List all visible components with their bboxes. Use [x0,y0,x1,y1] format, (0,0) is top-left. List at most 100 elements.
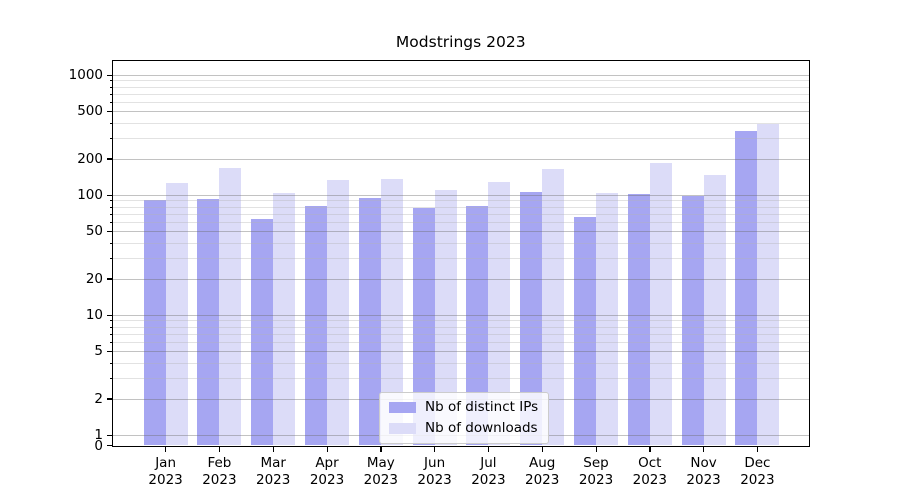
legend-swatch-distinct-ips [389,402,416,413]
grid-line-minor [113,213,809,215]
grid-line-minor [113,333,809,335]
grid-line-major [113,351,809,353]
y-tick-mark [107,158,113,160]
x-axis-tick-label: Aug 2023 [525,454,560,488]
grid-line-major [113,111,809,113]
chart-title: Modstrings 2023 [395,33,526,51]
grid-line-major [113,158,809,160]
grid-line-minor [113,101,809,103]
bar-distinct-ips [574,216,596,446]
y-minor-tick-mark [109,242,113,244]
y-minor-tick-mark [109,80,113,82]
y-tick-mark [107,314,113,316]
grid-line-major [113,231,809,233]
y-tick-mark [107,434,113,436]
bar-distinct-ips [143,200,166,446]
bar-distinct-ips [197,199,220,446]
x-axis-tick-label: May 2023 [363,454,398,488]
y-minor-tick-mark [109,362,113,364]
x-tick-mark [272,446,275,452]
grid-line-minor [113,122,809,124]
y-minor-tick-mark [109,341,113,343]
bar-downloads [649,162,672,446]
y-axis-tick-label: 0 [94,437,103,454]
y-minor-tick-mark [109,326,113,328]
x-tick-mark [541,446,544,452]
grid-line-minor [113,86,809,88]
bar-distinct-ips [681,196,704,446]
y-minor-tick-mark [109,122,113,124]
grid-line-minor [113,93,809,95]
y-axis-tick-label: 200 [77,150,103,167]
legend-label-downloads: Nb of downloads [425,420,538,436]
bar-distinct-ips [466,205,489,446]
grid-line-minor [113,257,809,259]
x-tick-mark [434,446,436,452]
grid-line-minor [113,341,809,343]
y-axis-tick-label: 1000 [68,67,103,83]
bar-downloads [273,192,296,446]
grid-line-major [113,278,809,280]
y-axis-tick-label: 1 [94,427,103,443]
x-axis-tick-label: Mar 2023 [256,454,291,488]
x-tick-mark [487,446,490,452]
bar-downloads [757,124,780,446]
y-minor-tick-mark [109,257,113,259]
y-tick-mark [107,230,113,232]
legend-label-distinct-ips: Nb of distinct IPs [425,399,539,415]
y-minor-tick-mark [109,200,113,202]
grid-line-minor [113,137,809,139]
y-axis-tick-label: 50 [85,223,103,240]
x-axis-tick-label: Jun 2023 [417,454,452,488]
grid-line-minor [113,377,809,379]
x-tick-mark [218,446,221,452]
legend-entry-distinct-ips: Nb of distinct IPs [389,400,538,415]
x-axis-tick-label: Jan 2023 [148,454,183,488]
y-minor-tick-mark [109,206,113,208]
y-tick-mark [107,398,113,400]
x-tick-mark [380,446,382,452]
grid-line-major [113,315,809,316]
y-tick-mark [107,350,113,352]
y-minor-tick-mark [109,137,113,139]
bar-distinct-ips [251,219,274,446]
y-tick-mark [107,110,113,112]
x-axis-tick-label: Apr 2023 [309,454,345,488]
legend-entry-downloads: Nb of downloads [389,421,538,436]
bar-distinct-ips [520,191,543,446]
x-axis-tick-label: Oct 2023 [632,454,667,488]
y-minor-tick-mark [109,221,113,223]
y-minor-tick-mark [109,333,113,335]
y-minor-tick-mark [109,93,113,95]
grid-line-minor [113,200,809,202]
x-tick-mark [165,446,167,452]
y-tick-mark [107,445,113,447]
y-axis-tick-label: 100 [77,187,103,203]
y-minor-tick-mark [109,213,113,215]
y-axis-tick-label: 10 [85,307,103,323]
y-tick-mark [107,194,113,196]
y-tick-mark [107,74,113,76]
y-tick-mark [107,278,113,280]
grid-line-minor [113,242,809,244]
x-tick-mark [703,446,705,452]
x-tick-mark [326,446,328,452]
x-axis-tick-label: Dec 2023 [740,454,775,488]
bar-downloads [434,190,457,446]
x-axis-tick-label: Feb 2023 [202,454,237,488]
grid-line-minor [113,320,809,322]
y-minor-tick-mark [109,86,113,88]
grid-line-minor [113,362,809,364]
grid-line-minor [113,80,809,82]
bar-downloads [219,168,242,446]
bar-downloads [703,174,726,446]
bar-distinct-ips [412,207,435,446]
bar-distinct-ips [735,130,758,446]
x-axis-tick-label: Nov 2023 [686,454,721,488]
legend: Nb of distinct IPs Nb of downloads [379,392,550,444]
y-minor-tick-mark [109,377,113,379]
y-minor-tick-mark [109,101,113,103]
bar-downloads [542,168,565,446]
grid-line-minor [113,221,809,223]
x-axis-tick-label: Jul 2023 [471,454,506,488]
